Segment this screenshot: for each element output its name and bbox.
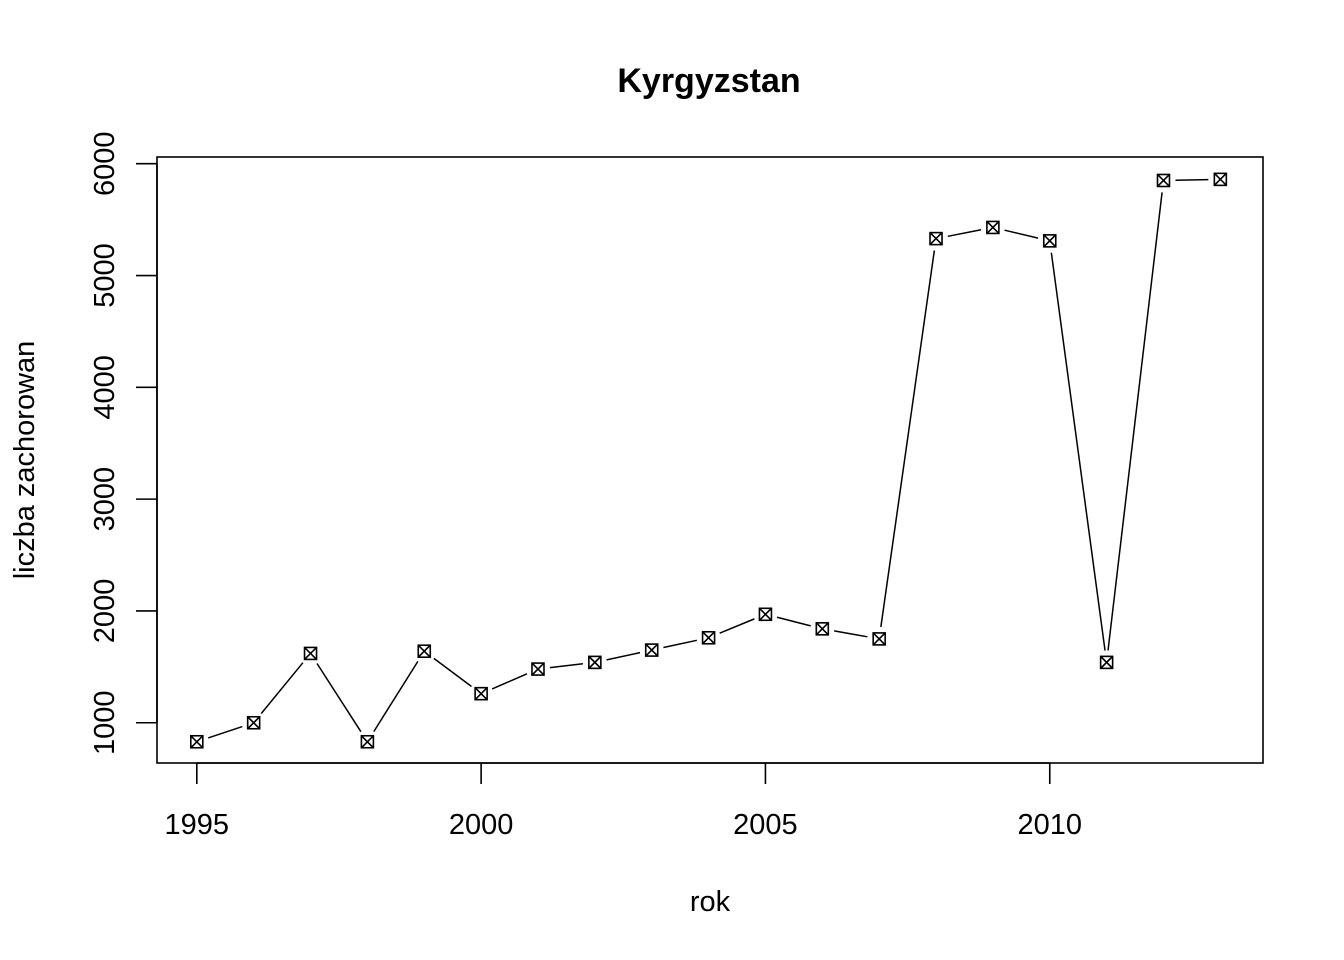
series-segment [1050, 252, 1106, 651]
series-line [207, 178, 1209, 739]
series-segment [207, 725, 243, 739]
data-point [1213, 172, 1228, 187]
data-point [360, 734, 375, 749]
y-tick-label: 1000 [89, 690, 121, 755]
data-point [1156, 173, 1171, 188]
data-point [474, 686, 488, 701]
data-point [1042, 234, 1057, 248]
series-segment [1107, 192, 1163, 651]
series-segment [880, 250, 936, 628]
series-markers [190, 172, 1228, 749]
series-segment [316, 663, 362, 733]
data-point [1099, 655, 1114, 670]
y-tick-label: 6000 [89, 131, 121, 196]
series-segment [776, 616, 811, 627]
x-axis-label: rok [690, 886, 731, 918]
y-tick-label: 4000 [89, 355, 121, 420]
x-tick-label: 2000 [449, 809, 514, 841]
series-segment [947, 229, 982, 238]
x-axis: 1995 2000 2005 2010 [165, 762, 1083, 841]
series-segment [260, 662, 304, 714]
data-point [246, 715, 261, 730]
y-tick-label: 2000 [89, 579, 121, 644]
data-point [929, 231, 943, 246]
data-point [701, 630, 716, 645]
series-segment [1004, 229, 1039, 239]
data-point [815, 622, 830, 636]
data-point [531, 662, 545, 676]
data-point [986, 220, 1000, 235]
series-segment [1175, 178, 1209, 181]
series-segment [663, 639, 698, 649]
series-segment [433, 657, 472, 688]
x-tick-label: 1995 [165, 809, 230, 841]
y-tick-label: 5000 [89, 243, 121, 308]
series-segment [491, 673, 528, 690]
data-point [872, 632, 886, 646]
series-segment [833, 630, 868, 638]
data-point [588, 655, 602, 670]
series-segment [549, 663, 584, 669]
series-segment [719, 618, 755, 634]
x-tick-label: 2010 [1018, 809, 1083, 841]
data-point [758, 607, 773, 622]
y-axis-label: liczba zachorowan [9, 341, 41, 580]
chart-title: Kyrgyzstan [617, 62, 800, 100]
y-tick-label: 3000 [89, 467, 121, 532]
data-point [303, 646, 318, 661]
series-segment [606, 651, 641, 661]
x-tick-label: 2005 [733, 809, 798, 841]
series-segment [373, 660, 419, 732]
data-point [190, 734, 204, 749]
data-point [644, 643, 659, 657]
y-axis: 1000 2000 3000 4000 5000 6000 [89, 131, 158, 755]
data-point [417, 644, 432, 658]
